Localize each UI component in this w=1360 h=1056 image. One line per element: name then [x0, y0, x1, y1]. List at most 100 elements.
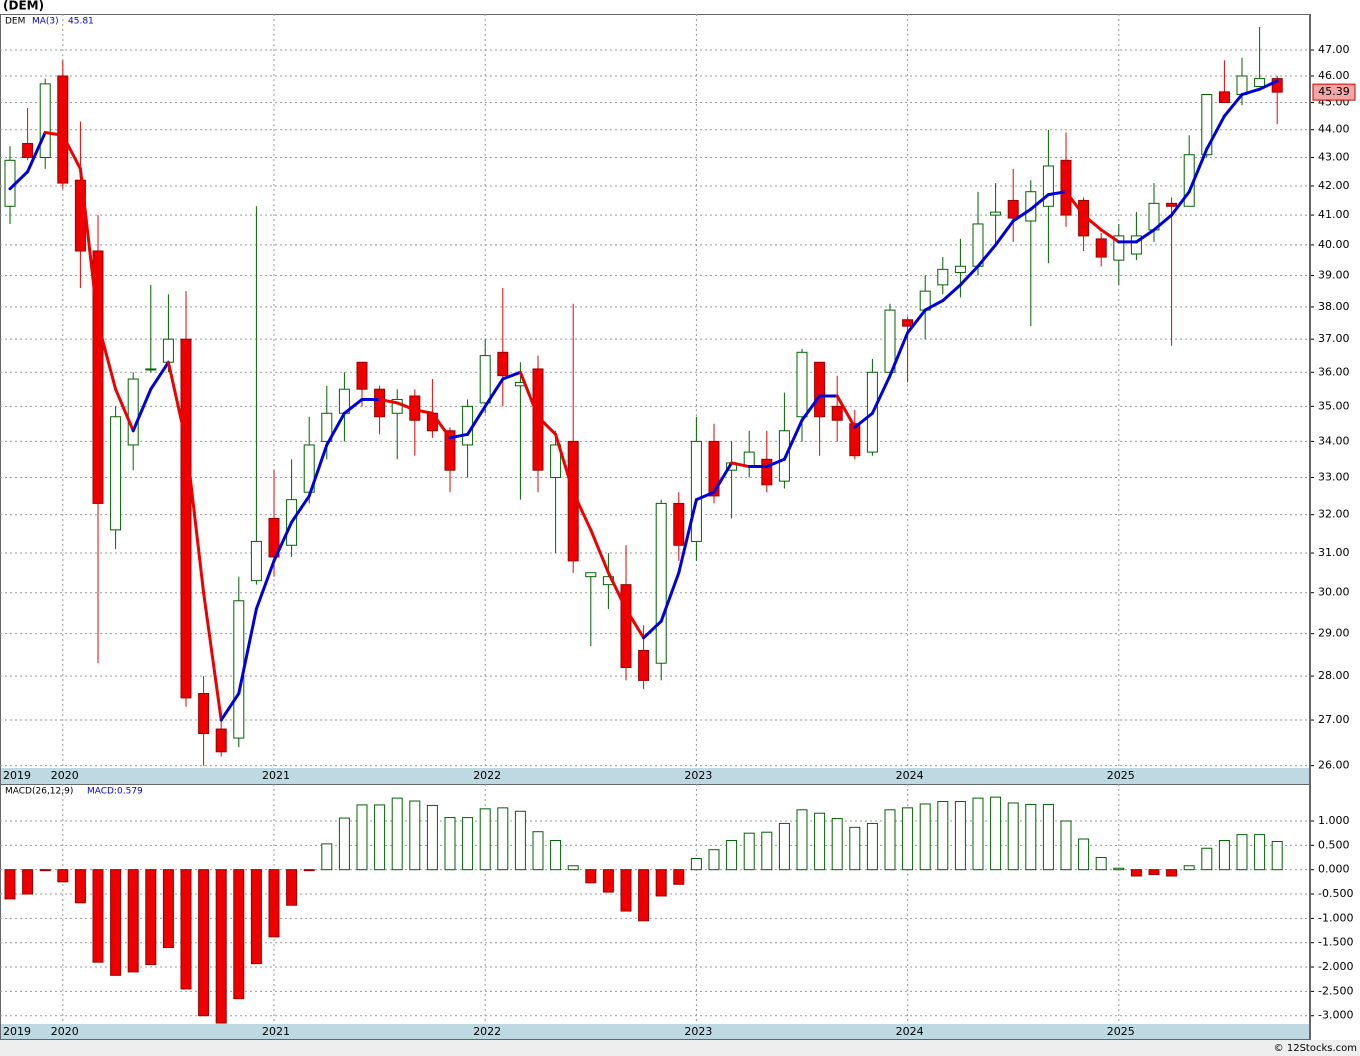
candle-body: [990, 211, 1002, 216]
macd-bar: [1078, 838, 1090, 871]
candle-body: [198, 692, 210, 735]
macd-bar: [1130, 869, 1142, 877]
macd-bar: [356, 804, 368, 871]
ma-segment: [290, 494, 311, 524]
x-tick-label: 2023: [684, 1025, 712, 1038]
macd-bar: [585, 869, 597, 884]
macd-bar: [831, 818, 843, 871]
macd-bar: [673, 869, 685, 885]
macd-bar: [1042, 803, 1054, 871]
y-tick-label: 37.00: [1318, 332, 1350, 345]
macd-bar: [321, 843, 333, 871]
candle-body: [1254, 78, 1266, 88]
y-tick-label: 31.00: [1318, 546, 1350, 559]
macd-bar: [39, 869, 51, 872]
macd-bar: [479, 808, 491, 871]
ma-segment: [536, 415, 558, 436]
ma-segment: [1064, 190, 1086, 217]
legend-ma-value: 45.81: [68, 17, 94, 27]
candle-body: [1271, 78, 1283, 93]
macd-bar: [250, 869, 262, 965]
macd-bar: [1254, 834, 1266, 871]
ma-segment: [870, 374, 892, 415]
ma-segment: [554, 432, 575, 494]
macd-bar: [690, 857, 702, 871]
macd-bar: [180, 869, 192, 990]
macd-bar: [620, 869, 632, 912]
macd-bar: [990, 796, 1002, 871]
candle-body: [761, 458, 773, 486]
y-tick-label: 33.00: [1318, 470, 1350, 483]
y-tick-label: 28.00: [1318, 669, 1350, 682]
y-tick-label: 39.00: [1318, 269, 1350, 282]
ma-segment: [413, 408, 434, 415]
x-tick-label: 2022: [473, 769, 501, 782]
ma-segment: [642, 619, 663, 640]
macd-bar: [127, 869, 139, 973]
footer: © 12Stocks.com: [1274, 1043, 1357, 1054]
macd-bar: [849, 826, 861, 871]
ma-segment: [1099, 228, 1121, 244]
ma-segment: [395, 401, 417, 412]
candle-body: [145, 368, 157, 371]
frame: [0, 14, 1310, 1040]
x-tick-label: 2019: [3, 769, 31, 782]
y-tick-label: 43.00: [1318, 151, 1350, 164]
candle-body: [849, 423, 861, 457]
ma-segment: [1170, 190, 1191, 217]
candle-body: [902, 319, 914, 327]
macd-bar: [462, 817, 474, 871]
macd-bar: [374, 804, 386, 871]
ma-segment: [378, 397, 399, 405]
ma-segment: [114, 387, 135, 433]
y-tick-label: 47.00: [1318, 43, 1350, 56]
macd-bar: [1183, 865, 1195, 871]
candle-body: [374, 388, 386, 418]
ma-segment: [96, 321, 118, 391]
x-axis-band: [0, 1024, 1310, 1040]
ma-segment: [237, 607, 258, 695]
ma-segment: [906, 308, 927, 335]
candle-body: [690, 440, 702, 542]
candle-body: [954, 265, 966, 273]
candle-body: [1042, 165, 1054, 207]
candle-body: [831, 405, 843, 421]
candle-body: [796, 351, 808, 418]
ma-segment: [1134, 228, 1156, 244]
candle-body: [127, 378, 139, 446]
y-tick-label: 36.00: [1318, 365, 1350, 378]
ma-segment: [202, 591, 223, 722]
y-tick-label: 0.000: [1318, 863, 1350, 876]
macd-bar: [74, 869, 86, 904]
ma-segment: [272, 520, 294, 563]
ma-segment: [835, 394, 857, 429]
macd-bar: [92, 869, 104, 963]
candle-body: [1236, 75, 1248, 96]
y-tick-label: 35.00: [1318, 399, 1350, 412]
y-tick-label: 41.00: [1318, 208, 1350, 221]
macd-bar: [743, 832, 755, 871]
macd-bar: [567, 865, 579, 871]
y-tick-label: -2.000: [1318, 960, 1353, 973]
ma-segment: [518, 370, 540, 419]
macd-bar: [1236, 834, 1248, 871]
ma-segment: [1011, 207, 1033, 223]
macd-bar: [110, 869, 122, 976]
candle-body: [479, 355, 491, 404]
y-tick-label: -1.500: [1318, 936, 1353, 949]
x-tick-label: 2024: [896, 1025, 924, 1038]
ma-segment: [606, 571, 628, 611]
candle-body: [1130, 235, 1142, 255]
macd-bar: [902, 807, 914, 871]
ma-segment: [26, 130, 47, 174]
macd-bar: [655, 869, 667, 897]
ma-segment: [941, 283, 962, 303]
candle-body: [497, 351, 509, 377]
ma-segment: [800, 394, 822, 422]
macd-bar: [550, 839, 562, 871]
ma-segment: [976, 243, 998, 268]
macd-bar: [233, 869, 245, 1000]
ma-segment: [1205, 114, 1226, 151]
candle-body: [22, 143, 34, 159]
y-tick-label: 0.500: [1318, 838, 1350, 851]
